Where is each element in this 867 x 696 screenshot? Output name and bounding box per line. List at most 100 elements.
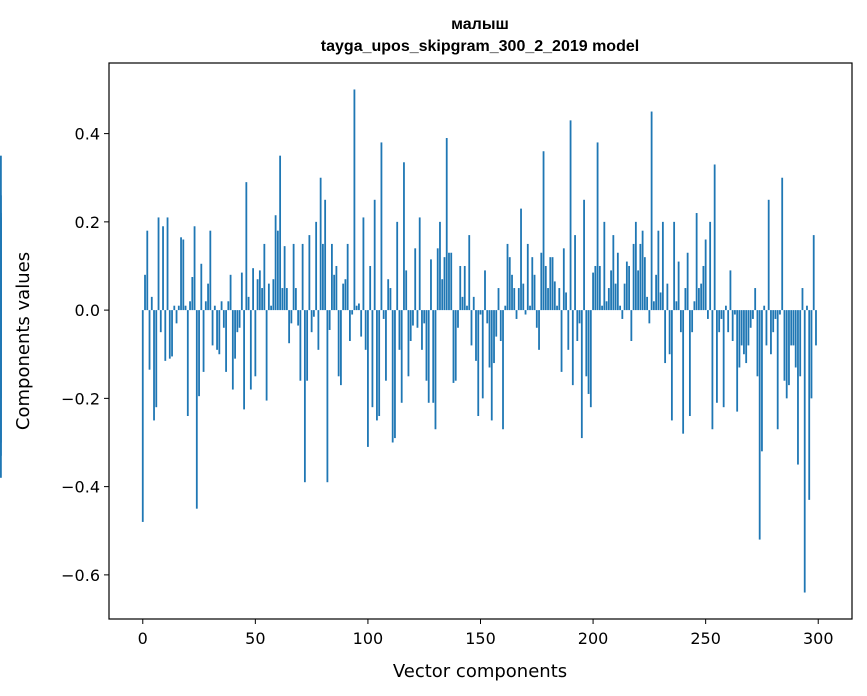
bar (610, 270, 612, 311)
bar (475, 310, 477, 361)
bar (387, 279, 390, 311)
bar (562, 248, 565, 311)
bar (186, 310, 189, 417)
y-tick-label: 0.0 (75, 301, 100, 320)
bar (445, 138, 448, 311)
bar (436, 248, 439, 311)
bar (772, 310, 775, 333)
bar (261, 288, 263, 311)
bar (326, 310, 329, 483)
bar (270, 305, 273, 311)
bar (331, 243, 333, 311)
bar (488, 310, 491, 368)
bar (700, 283, 703, 311)
x-tick-label: 0 (138, 629, 148, 648)
bar (265, 310, 268, 401)
bar (434, 310, 437, 430)
bar (808, 310, 811, 500)
bar (702, 265, 705, 311)
bar (585, 310, 588, 377)
bar (468, 235, 471, 311)
bar (425, 310, 428, 381)
bar (173, 305, 176, 311)
bar (355, 305, 358, 311)
bar (238, 310, 241, 328)
bar (198, 310, 200, 397)
bar (463, 265, 466, 311)
bar (544, 265, 547, 311)
x-tick-label: 300 (803, 629, 834, 648)
bar (806, 305, 808, 311)
bar (810, 310, 813, 399)
bar (290, 310, 293, 324)
bar (301, 243, 304, 311)
bar (576, 310, 579, 341)
bar (367, 310, 369, 447)
bar (522, 283, 525, 311)
bar (569, 120, 572, 311)
bar (312, 310, 315, 317)
bar (623, 283, 626, 311)
bar (743, 310, 745, 355)
bar (414, 248, 417, 311)
bar-series (0, 89, 817, 593)
bar (328, 310, 331, 330)
bar (337, 310, 340, 377)
bar (360, 310, 363, 337)
bar (191, 277, 194, 311)
bar (472, 296, 475, 311)
bar (303, 310, 306, 483)
bar (637, 270, 640, 311)
bar (495, 310, 498, 337)
bar (799, 310, 802, 377)
bar (727, 310, 730, 333)
bar (430, 259, 432, 311)
bar (177, 305, 180, 311)
bar (718, 310, 721, 333)
bar (418, 217, 421, 311)
bar (155, 310, 158, 408)
bar (639, 243, 642, 311)
bar (481, 310, 484, 399)
y-axis-ticks: −0.6 −0.4 −0.2 0.0 0.2 0.4 (61, 125, 109, 585)
bar (484, 270, 486, 311)
bar (324, 199, 327, 311)
bar (333, 274, 336, 311)
bar (583, 199, 585, 311)
bar (650, 111, 653, 311)
bar (646, 296, 649, 311)
bar (504, 305, 507, 311)
bar (529, 305, 531, 311)
bar (812, 235, 815, 311)
bar (299, 310, 302, 381)
y-tick-label: −0.2 (61, 389, 100, 408)
bar (553, 281, 556, 311)
bar (720, 310, 723, 319)
bar (216, 310, 218, 350)
plot-frame (108, 62, 853, 620)
bar (709, 221, 712, 311)
bar (243, 310, 245, 410)
bar (396, 221, 399, 311)
bar (461, 296, 464, 311)
bar (141, 310, 144, 522)
bar (565, 292, 567, 311)
bar (0, 310, 2, 443)
bar (655, 274, 658, 311)
bar (193, 226, 196, 311)
bar (747, 310, 750, 346)
bar (202, 310, 205, 372)
bar (144, 274, 146, 311)
bar (306, 310, 309, 381)
bar (207, 283, 209, 311)
bar (711, 310, 714, 430)
bar (731, 310, 734, 341)
bar (204, 301, 207, 311)
bar (560, 310, 563, 372)
bar (490, 310, 493, 421)
bar (797, 310, 799, 465)
y-tick-label: 0.4 (75, 125, 100, 144)
bar (432, 310, 435, 403)
x-tick-label: 250 (690, 629, 721, 648)
y-axis-label: Components values (13, 252, 34, 430)
